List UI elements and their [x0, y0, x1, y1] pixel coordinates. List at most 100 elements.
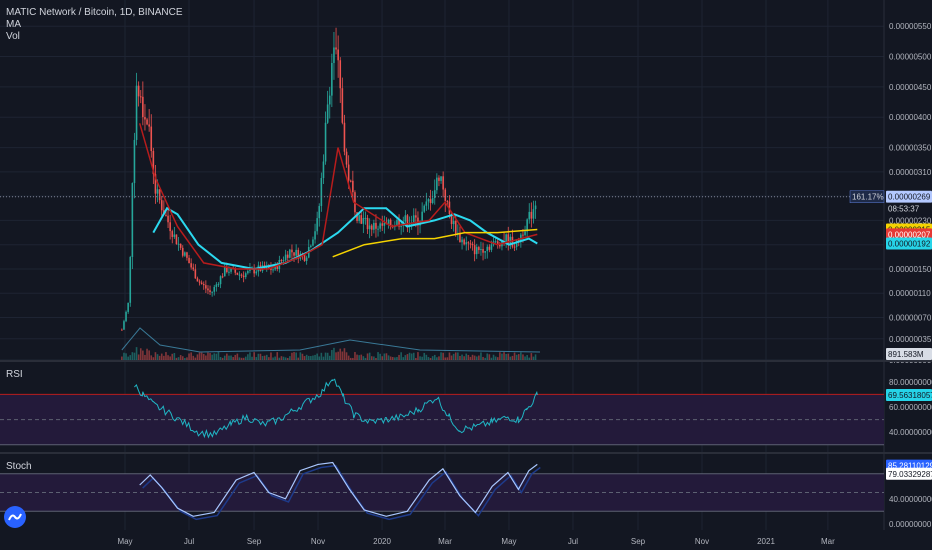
volume-bar [482, 356, 484, 360]
candle-body [406, 215, 409, 226]
candle-body [234, 268, 237, 273]
volume-bar [494, 356, 497, 360]
tradingview-logo-icon[interactable] [4, 506, 26, 528]
volume-bar [394, 357, 396, 360]
candle-body [146, 119, 148, 125]
volume-bar [473, 355, 476, 360]
volume-bar [375, 357, 377, 360]
volume-bar [337, 351, 339, 360]
candle-body [282, 260, 285, 262]
volume-bar [486, 353, 489, 360]
candle-body [440, 176, 442, 181]
candle-body [454, 221, 457, 235]
candle-body [328, 95, 331, 105]
candle-body [486, 246, 489, 252]
volume-bar [421, 356, 423, 360]
candle-body [280, 259, 283, 261]
volume-bar [339, 348, 342, 360]
candle-body [377, 228, 379, 230]
x-tick-label: Sep [631, 537, 646, 546]
volume-bar [517, 354, 520, 360]
volume-bar [121, 356, 123, 360]
candle-body [375, 222, 377, 229]
volume-bar [131, 352, 134, 360]
candle-body [123, 321, 125, 330]
candle-body [473, 245, 476, 255]
volume-bar [478, 355, 480, 360]
candle-body [144, 117, 146, 120]
y-tick-label: 0.00000550 [889, 22, 932, 31]
volume-bar [373, 356, 375, 360]
x-tick-label: Jul [568, 537, 578, 546]
stoch-pane-label[interactable]: Stoch [6, 461, 32, 472]
candle-body [463, 239, 465, 245]
volume-bar [534, 354, 537, 360]
candle-body [240, 274, 243, 276]
ma-line-red [138, 123, 538, 270]
volume-bar [431, 356, 434, 360]
volume-bar [291, 352, 293, 360]
candle-body [148, 124, 150, 127]
candle-body [242, 275, 245, 278]
volume-bar [284, 357, 287, 360]
volume-bar [352, 357, 354, 360]
volume-bar [234, 354, 237, 360]
volume-bar [528, 357, 531, 360]
candle-body [305, 257, 308, 262]
rsi-pane-label[interactable]: RSI [6, 369, 23, 380]
volume-bar [356, 354, 358, 360]
candle-body [127, 302, 129, 312]
candle-body [209, 290, 211, 293]
volume-bar [230, 355, 232, 360]
volume-bar [200, 352, 203, 360]
volume-bar [507, 353, 510, 360]
volume-bar [177, 357, 180, 360]
volume-bar [391, 356, 394, 360]
volume-bar [286, 357, 289, 360]
candle-body [446, 200, 449, 202]
candle-body [142, 96, 144, 118]
volume-bar [295, 352, 297, 360]
volume-bar [389, 356, 392, 360]
volume-bar [154, 352, 157, 360]
volume-bar [282, 356, 285, 360]
volume-bar [135, 347, 138, 360]
x-tick-label: May [501, 537, 516, 546]
candle-body [205, 285, 207, 289]
volume-bar [158, 355, 161, 360]
volume-last-label: 891.583M [888, 350, 924, 359]
candle-body [465, 242, 468, 245]
candle-body [156, 189, 159, 194]
volume-bar [335, 352, 337, 360]
candle-body [291, 249, 293, 253]
volume-bar [171, 353, 174, 360]
vol-legend-label[interactable]: Vol [6, 31, 20, 42]
volume-bar [457, 352, 459, 360]
volume-bar [312, 355, 314, 360]
candle-body [349, 180, 352, 182]
volume-bar [354, 352, 356, 360]
stoch-k-line [139, 461, 538, 517]
candle-body [331, 62, 333, 96]
volume-bar [412, 352, 415, 360]
volume-bar [509, 356, 512, 360]
percent-change-label: 161.17% [852, 193, 884, 202]
volume-last-label-bg [886, 348, 932, 360]
ma-cyan-price-label: 0.00000192 [888, 239, 931, 248]
candle-body [171, 231, 174, 237]
x-tick-label: Jul [184, 537, 194, 546]
volume-bar [244, 356, 247, 360]
volume-bar [270, 352, 272, 360]
candle-body [379, 223, 381, 229]
candle-body [373, 222, 375, 230]
candle-body [429, 199, 432, 204]
ma-legend-label[interactable]: MA [6, 19, 21, 30]
candle-body [297, 249, 300, 259]
candle-body [247, 270, 249, 274]
symbol-legend[interactable]: MATIC Network / Bitcoin, 1D, BINANCE MA … [6, 7, 183, 43]
candle-body [286, 254, 289, 258]
volume-bar [125, 353, 127, 360]
volume-bar [492, 354, 495, 360]
candle-body [293, 252, 295, 256]
